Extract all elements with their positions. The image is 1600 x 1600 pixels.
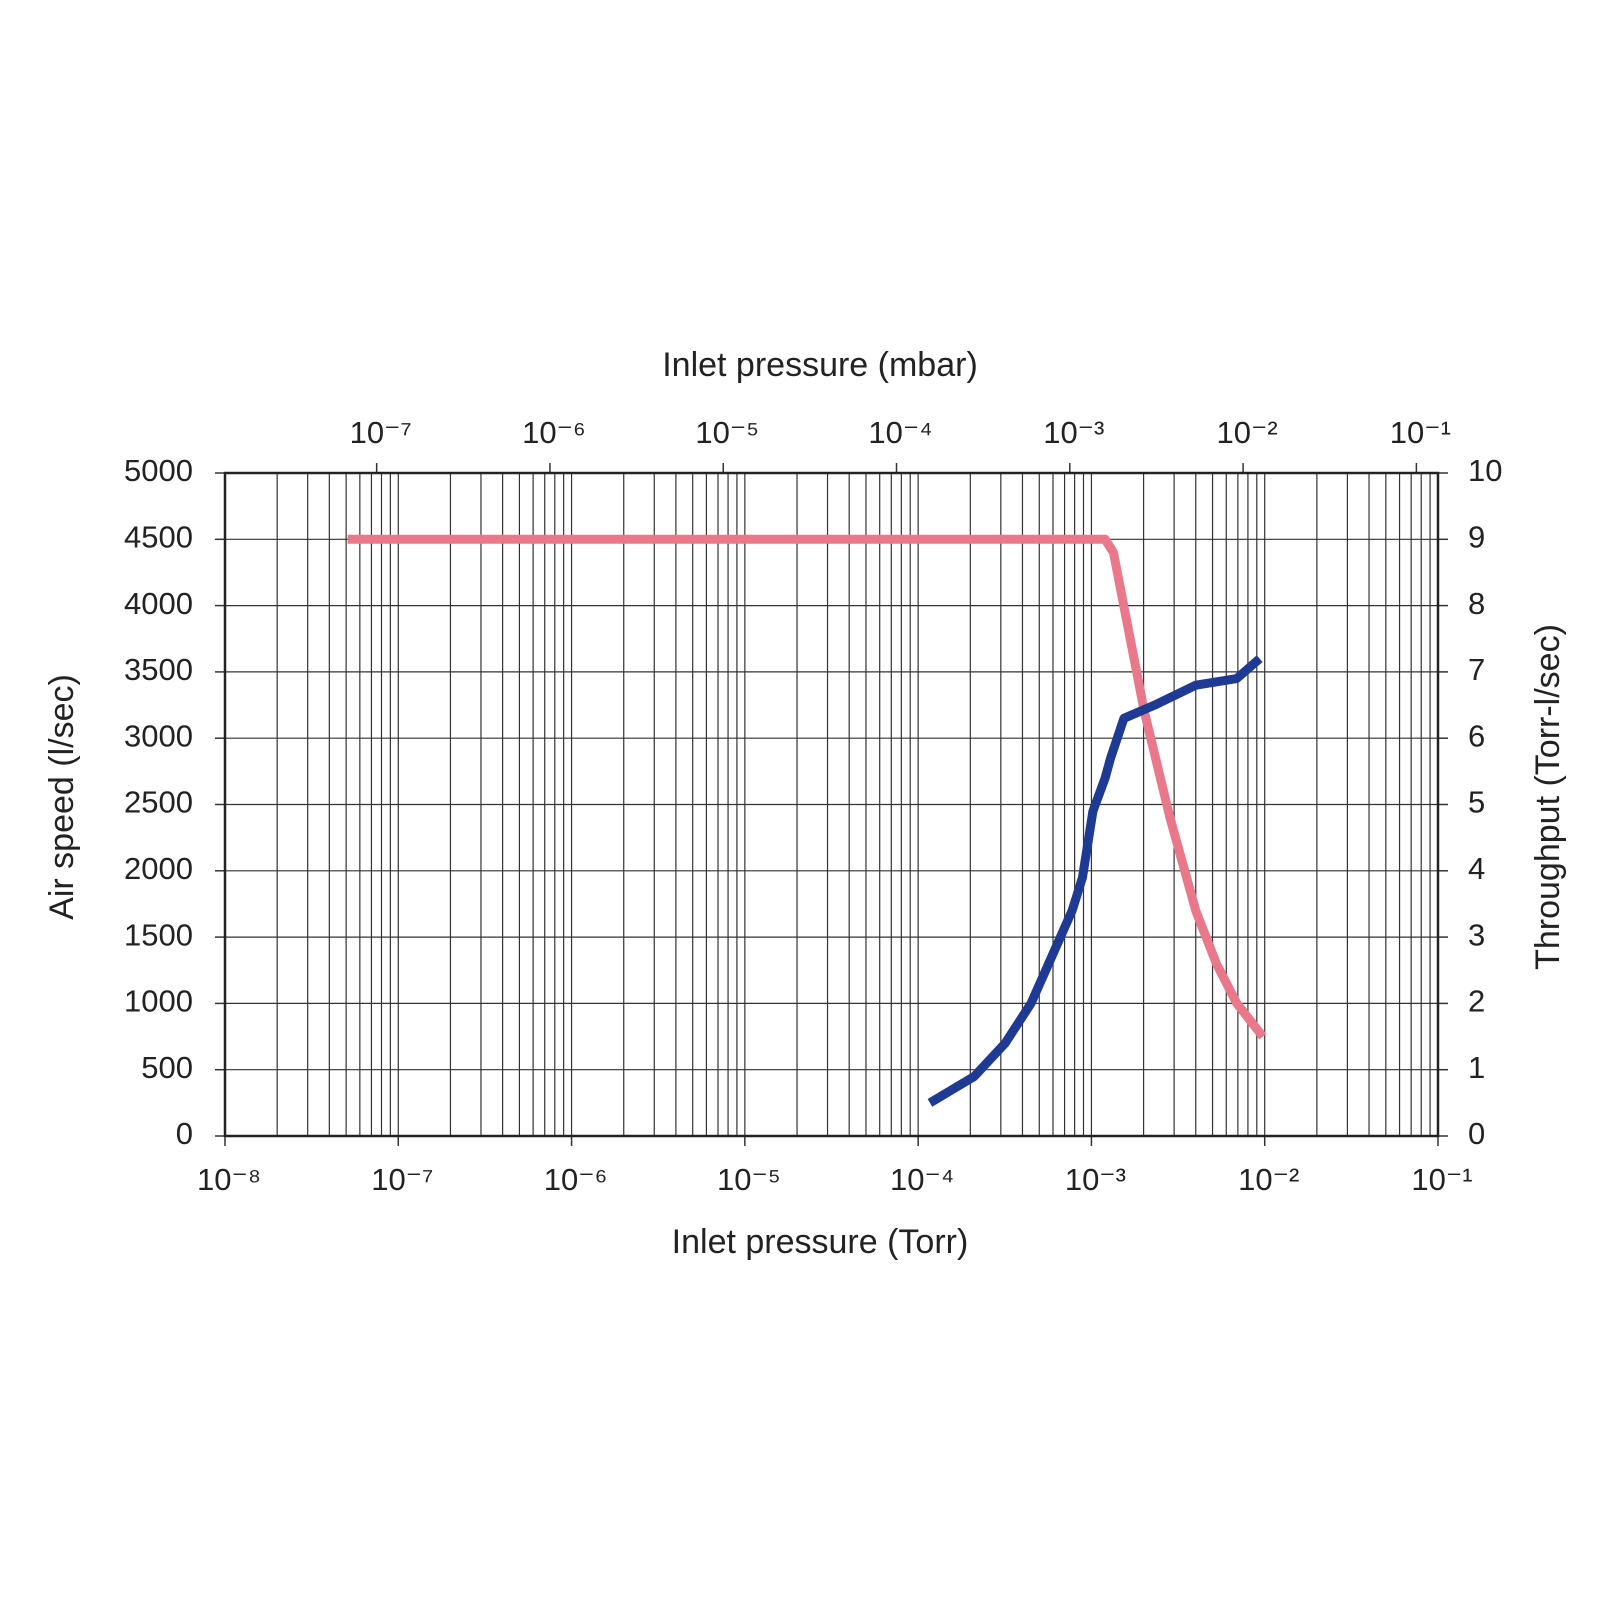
x2-tick-label: 10⁻³ <box>1043 415 1104 450</box>
y-tick-label: 2000 <box>124 851 193 886</box>
series-line <box>347 534 1267 1040</box>
y2-tick-label: 8 <box>1468 586 1485 621</box>
x-axis-title: Inlet pressure (Torr) <box>672 1223 969 1261</box>
y-tick-label: 3000 <box>124 718 193 753</box>
y-tick-label: 4500 <box>124 519 193 554</box>
y2-tick-label: 5 <box>1468 785 1485 820</box>
y2-tick-label: 2 <box>1468 984 1485 1019</box>
y2-tick-label: 7 <box>1468 652 1485 687</box>
y-tick-label: 2500 <box>124 785 193 820</box>
y-tick-label: 1500 <box>124 917 193 952</box>
y2-tick-label: 6 <box>1468 718 1485 753</box>
x-tick-label: 10⁻⁵ <box>717 1162 781 1197</box>
top-axis-title: Inlet pressure (mbar) <box>662 346 978 384</box>
x2-tick-label: 10⁻⁴ <box>868 415 932 450</box>
x-tick-label: 10⁻¹ <box>1411 1162 1472 1197</box>
x2-tick-label: 10⁻⁵ <box>695 415 759 450</box>
x2-tick-label: 10⁻¹ <box>1390 415 1451 450</box>
plot-frame <box>223 471 1440 1138</box>
y2-axis-title: Throughput (Torr-l/sec) <box>1529 624 1567 970</box>
x-tick-label: 10⁻⁸ <box>197 1162 261 1197</box>
x2-tick-label: 10⁻² <box>1216 415 1277 450</box>
x-tick-label: 10⁻² <box>1238 1162 1299 1197</box>
y2-tick-label: 9 <box>1468 519 1485 554</box>
y2-tick-label: 4 <box>1468 851 1485 886</box>
x-tick-label: 10⁻⁷ <box>371 1162 433 1197</box>
y-tick-label: 5000 <box>124 453 193 488</box>
y-axis-title: Air speed (l/sec) <box>43 674 81 920</box>
y-tick-label: 500 <box>141 1050 193 1085</box>
y-tick-label: 1000 <box>124 984 193 1019</box>
x-tick-label: 10⁻³ <box>1065 1162 1126 1197</box>
series-line <box>927 655 1263 1107</box>
y2-tick-label: 0 <box>1468 1116 1485 1151</box>
y-tick-label: 4000 <box>124 586 193 621</box>
x2-tick-label: 10⁻⁶ <box>522 415 586 450</box>
y-tick-label: 0 <box>176 1116 193 1151</box>
y2-tick-label: 1 <box>1468 1050 1485 1085</box>
y2-tick-label: 10 <box>1468 453 1502 488</box>
x2-tick-label: 10⁻⁷ <box>350 415 412 450</box>
x-tick-label: 10⁻⁴ <box>890 1162 954 1197</box>
y2-tick-label: 3 <box>1468 917 1485 952</box>
x-tick-label: 10⁻⁶ <box>544 1162 608 1197</box>
y-tick-label: 3500 <box>124 652 193 687</box>
